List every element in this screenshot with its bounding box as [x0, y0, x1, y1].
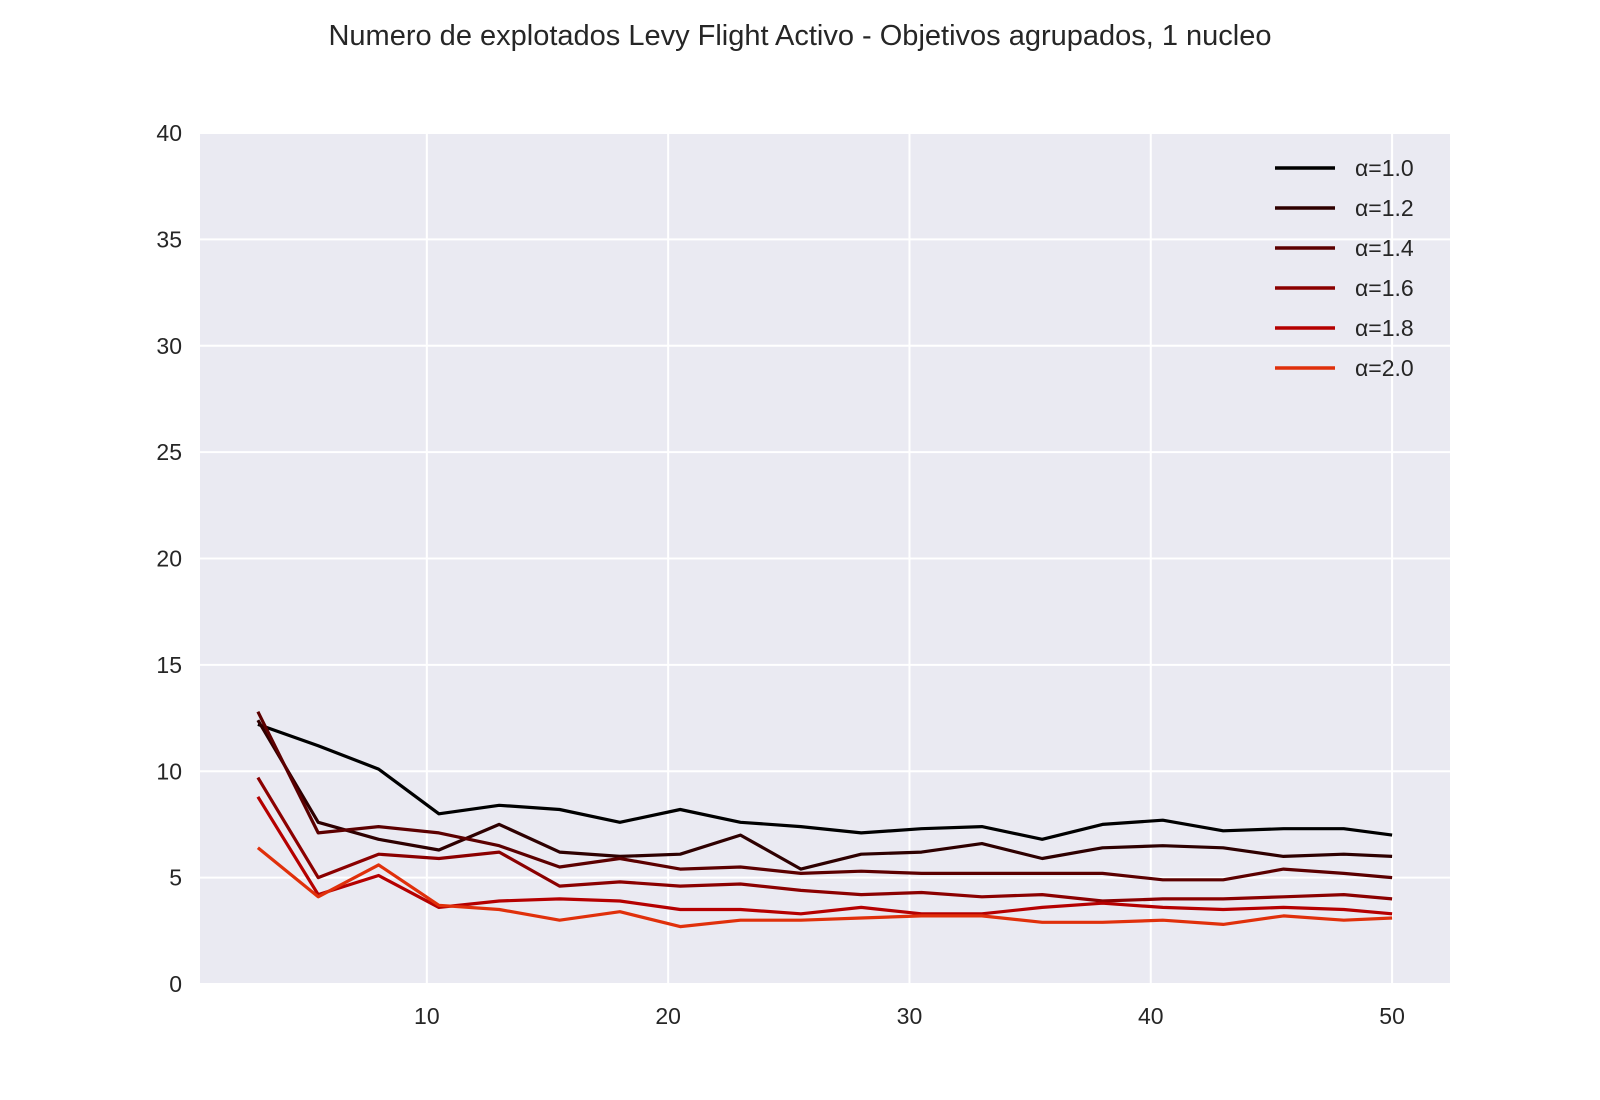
legend-label: α=2.0 [1355, 355, 1414, 381]
y-tick-label: 35 [156, 226, 182, 252]
series-line-1 [256, 719, 1393, 871]
x-tick-label: 30 [897, 1003, 923, 1029]
x-tick-label: 40 [1138, 1003, 1164, 1029]
grid [200, 132, 1450, 985]
legend-label: α=1.0 [1355, 155, 1414, 181]
chart-title: Numero de explotados Levy Flight Activo … [328, 20, 1271, 52]
series-lines [256, 710, 1393, 929]
series-line-0 [257, 722, 1393, 841]
legend: α=1.0 α=1.2 α=1.4 α=1.6 α=1.8 α=2.0 [1275, 155, 1414, 381]
y-tick-label: 10 [156, 758, 182, 784]
legend-label: α=1.8 [1355, 315, 1414, 341]
series-line-3 [256, 776, 1393, 903]
x-tick-label: 10 [414, 1003, 440, 1029]
legend-label: α=1.6 [1355, 275, 1414, 301]
y-tick-label: 5 [169, 865, 182, 891]
y-tick-label: 30 [156, 333, 182, 359]
y-tick-label: 25 [156, 439, 182, 465]
y-tick-label: 15 [156, 652, 182, 678]
y-axis: 0 5 10 15 20 25 30 35 40 [156, 120, 182, 997]
legend-label: α=1.4 [1355, 235, 1414, 261]
y-tick-label: 0 [169, 971, 182, 997]
x-axis: 10 20 30 40 50 [414, 1003, 1405, 1029]
series-line-5 [256, 846, 1393, 929]
x-tick-label: 20 [655, 1003, 681, 1029]
legend-label: α=1.2 [1355, 195, 1414, 221]
y-tick-label: 40 [156, 120, 182, 146]
series-line-2 [256, 710, 1393, 882]
y-tick-label: 20 [156, 546, 182, 572]
x-tick-label: 50 [1379, 1003, 1405, 1029]
